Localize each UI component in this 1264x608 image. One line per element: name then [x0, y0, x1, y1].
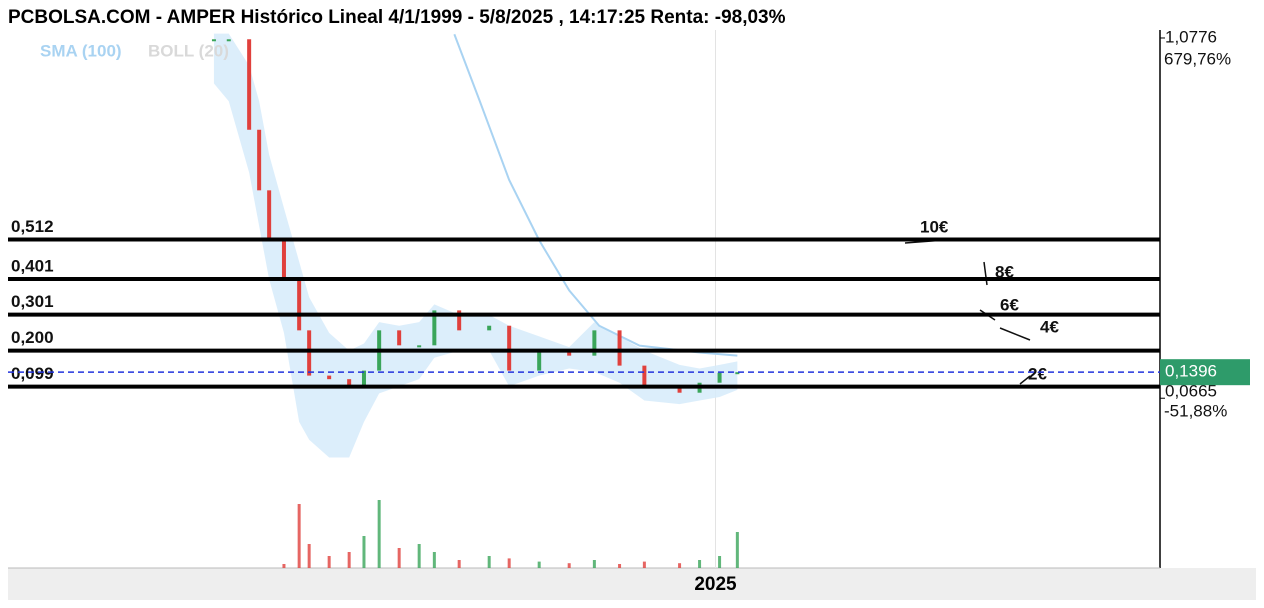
candle: [735, 372, 740, 375]
candle: [211, 39, 216, 42]
annotation-stroke: [983, 261, 988, 286]
level-label: 0,099: [11, 364, 54, 383]
level-label: 0,401: [11, 257, 54, 276]
volume-bar: [297, 504, 301, 568]
legend-sma: SMA (100): [40, 41, 122, 60]
candle: [397, 330, 402, 346]
volume-bar: [592, 560, 596, 568]
volume-bar: [567, 563, 571, 568]
level-target: 2€: [1028, 364, 1047, 383]
candle: [642, 365, 647, 386]
volume-bar: [678, 563, 682, 568]
y-tick-label: 0,0665: [1165, 382, 1217, 401]
volume-bar: [432, 552, 436, 568]
candle: [592, 330, 597, 356]
candle: [327, 375, 332, 380]
pct-label: 679,76%: [1164, 49, 1231, 68]
level-label: 0,200: [11, 328, 54, 347]
volume-bar: [377, 500, 381, 568]
x-tick-label: 2025: [694, 574, 737, 595]
level-target: 4€: [1040, 317, 1059, 336]
x-axis-band: [8, 568, 1256, 600]
candle: [361, 370, 366, 387]
level-target: 10€: [920, 217, 949, 236]
legend-boll: BOLL (20): [148, 41, 229, 60]
volume-bar: [307, 544, 311, 568]
candle: [457, 310, 462, 331]
chart-title: PCBOLSA.COM - AMPER Histórico Lineal 4/1…: [8, 7, 786, 28]
candle: [226, 39, 231, 42]
volume-bar: [487, 556, 491, 568]
candle: [347, 379, 352, 387]
candle: [417, 345, 422, 348]
candle: [267, 190, 272, 241]
volume-bar: [735, 532, 739, 568]
last-price-label: 0,1396: [1165, 362, 1217, 381]
level-label: 0,301: [11, 292, 54, 311]
volume-bar: [347, 552, 351, 568]
candle: [307, 330, 312, 376]
candle: [717, 372, 722, 383]
level-target: 6€: [1000, 295, 1019, 314]
volume-bar: [698, 560, 702, 568]
candle: [247, 39, 252, 130]
volume-bar: [618, 564, 622, 568]
level-target: 8€: [995, 262, 1014, 281]
candle: [257, 129, 262, 191]
annotation-stroke: [999, 327, 1031, 341]
volume-bar: [362, 536, 366, 568]
candle: [281, 240, 286, 281]
volume-bar: [282, 564, 286, 568]
candle: [432, 310, 437, 346]
volume-bar: [397, 548, 401, 568]
candle: [487, 325, 492, 331]
candle: [617, 330, 622, 366]
candle: [537, 350, 542, 371]
candle: [677, 385, 682, 393]
volume-bar: [642, 561, 646, 568]
volume-bar: [537, 561, 541, 568]
last-price-box: [1160, 359, 1250, 386]
candle: [567, 350, 572, 356]
candle: [297, 280, 302, 331]
volume-bar: [417, 544, 421, 568]
level-label: 0,512: [11, 217, 54, 236]
volume-bar: [327, 556, 331, 568]
volume-bar: [718, 556, 722, 568]
volume-bar: [457, 560, 461, 568]
pct-label: -51,88%: [1164, 402, 1227, 421]
y-tick-label: 1,0776: [1165, 27, 1217, 46]
annotation-stroke: [1019, 375, 1031, 385]
volume-bar: [507, 558, 511, 568]
candle: [507, 325, 512, 371]
